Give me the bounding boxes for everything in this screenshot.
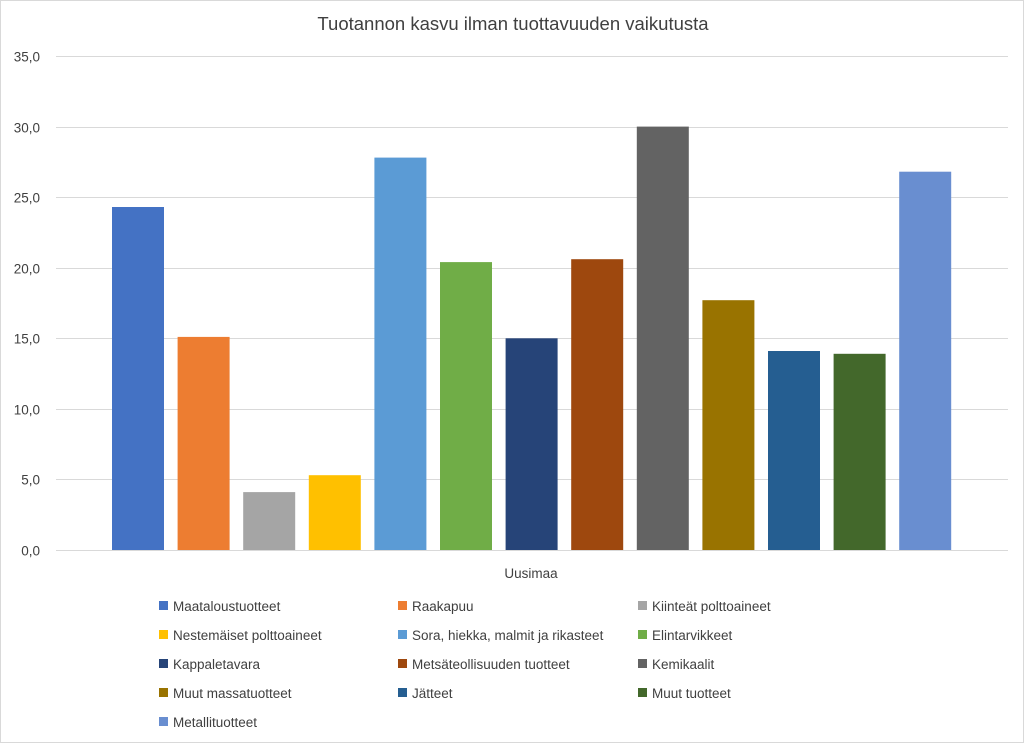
chart-title: Tuotannon kasvu ilman tuottavuuden vaiku… xyxy=(317,13,709,34)
legend-swatch xyxy=(398,630,407,639)
legend-swatch xyxy=(159,659,168,668)
y-tick-label: 10,0 xyxy=(14,403,40,418)
bar: Kemikaalit: 30 xyxy=(636,126,689,550)
bar: Muut massatuotteet: 17.7 xyxy=(702,300,755,550)
bars: Maataloustuotteet: 24.3Raakapuu: 15.1Kii… xyxy=(112,126,952,550)
y-tick-label: 15,0 xyxy=(14,332,40,347)
y-tick-label: 25,0 xyxy=(14,191,40,206)
legend-label: Kappaletavara xyxy=(173,657,261,672)
legend-swatch xyxy=(398,601,407,610)
bar: Maataloustuotteet: 24.3 xyxy=(112,207,164,550)
y-tick-label: 35,0 xyxy=(14,50,40,65)
bar: Raakapuu: 15.1 xyxy=(177,336,230,550)
legend-label: Maataloustuotteet xyxy=(173,599,281,614)
legend-label: Kiinteät polttoaineet xyxy=(652,599,771,614)
legend-swatch xyxy=(159,717,168,726)
y-tick-label: 5,0 xyxy=(21,473,40,488)
bar: Elintarvikkeet: 20.4 xyxy=(440,262,492,550)
legend-swatch xyxy=(159,601,168,610)
legend-label: Metallituotteet xyxy=(173,715,257,730)
legend-label: Metsäteollisuuden tuotteet xyxy=(412,657,570,672)
legend-swatch xyxy=(638,601,647,610)
legend-swatch xyxy=(159,630,168,639)
bar: Sora, hiekka, malmit ja rikasteet: 27.8 xyxy=(374,157,427,550)
bar: Jätteet: 14.1 xyxy=(768,351,820,550)
legend: Maataloustuotteet Raakapuu Kiinteät poltto… xyxy=(159,599,771,730)
category-label: Uusimaa xyxy=(504,566,558,581)
legend-label: Sora, hiekka, malmit ja rikasteet xyxy=(412,628,604,643)
y-tick-label: 30,0 xyxy=(14,121,40,136)
legend-label: Elintarvikkeet xyxy=(652,628,733,643)
y-axis-ticks: 0,0 5,0 10,0 15,0 20,0 25,0 30,0 35,0 xyxy=(14,50,40,559)
legend-label: Raakapuu xyxy=(412,599,474,614)
bar: Metsäteollisuuden tuotteet: 20.6 xyxy=(571,259,624,550)
y-tick-label: 20,0 xyxy=(14,262,40,277)
legend-label: Nestemäiset polttoaineet xyxy=(173,628,322,643)
bar: Kiinteät polttoaineet: 4.1 xyxy=(243,492,296,550)
legend-label: Jätteet xyxy=(412,686,453,701)
legend-swatch xyxy=(638,630,647,639)
bar: Metallituotteet: 26.8 xyxy=(899,171,952,550)
legend-label: Kemikaalit xyxy=(652,657,715,672)
legend-label: Muut tuotteet xyxy=(652,686,731,701)
legend-swatch xyxy=(159,688,168,697)
y-tick-label: 0,0 xyxy=(21,544,40,559)
legend-swatch xyxy=(638,659,647,668)
legend-label: Muut massatuotteet xyxy=(173,686,292,701)
legend-swatch xyxy=(638,688,647,697)
bar: Muut tuotteet: 13.9 xyxy=(833,353,886,550)
legend-swatch xyxy=(398,688,407,697)
bar: Kappaletavara: 15 xyxy=(505,338,558,550)
bar: Nestemäiset polttoaineet: 5.3 xyxy=(308,475,361,550)
legend-swatch xyxy=(398,659,407,668)
